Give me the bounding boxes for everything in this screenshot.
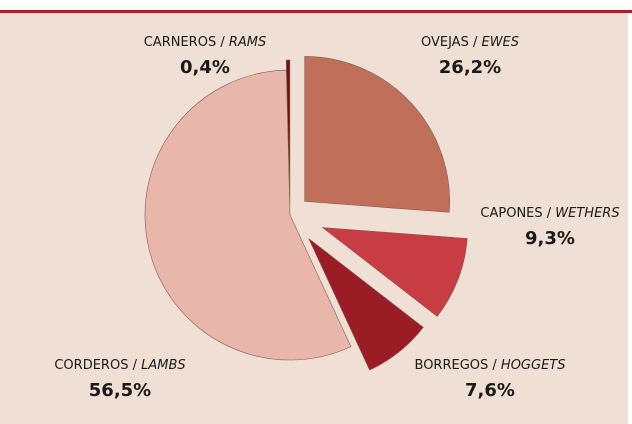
pie-slice xyxy=(321,227,468,317)
value-label: 56,5% xyxy=(89,380,151,401)
label-separator: / xyxy=(216,35,229,50)
category-name: OVEJAS xyxy=(421,35,469,50)
slice-label: CORDEROS / LAMBS xyxy=(54,358,185,373)
value-label: 7,6% xyxy=(465,380,515,401)
pie-slice xyxy=(285,59,291,206)
pie-slice xyxy=(304,56,450,213)
slice-label: BORREGOS / HOGGETS xyxy=(415,358,566,373)
pie-slice xyxy=(308,238,424,371)
slice-label: CAPONES / WETHERS xyxy=(480,206,619,221)
label-separator: / xyxy=(543,206,556,221)
category-name: CAPONES xyxy=(480,206,542,221)
value-label: 0,4% xyxy=(180,57,230,78)
value-label: 26,2% xyxy=(439,57,501,78)
label-separator: / xyxy=(128,358,141,373)
category-name: CORDEROS xyxy=(54,358,128,373)
label-separator: / xyxy=(488,358,501,373)
slice-label: CARNEROS / RAMS xyxy=(144,35,267,50)
top-rule xyxy=(0,10,632,13)
category-translation: EWES xyxy=(481,35,519,50)
category-translation: HOGGETS xyxy=(501,358,566,373)
slice-label: OVEJAS / EWES xyxy=(421,35,519,50)
value-label: 9,3% xyxy=(525,228,575,249)
category-name: BORREGOS xyxy=(415,358,489,373)
pie-slice xyxy=(144,69,352,361)
category-translation: RAMS xyxy=(229,35,266,50)
category-name: CARNEROS xyxy=(144,35,216,50)
category-translation: WETHERS xyxy=(555,206,619,221)
category-translation: LAMBS xyxy=(141,358,186,373)
label-separator: / xyxy=(469,35,482,50)
